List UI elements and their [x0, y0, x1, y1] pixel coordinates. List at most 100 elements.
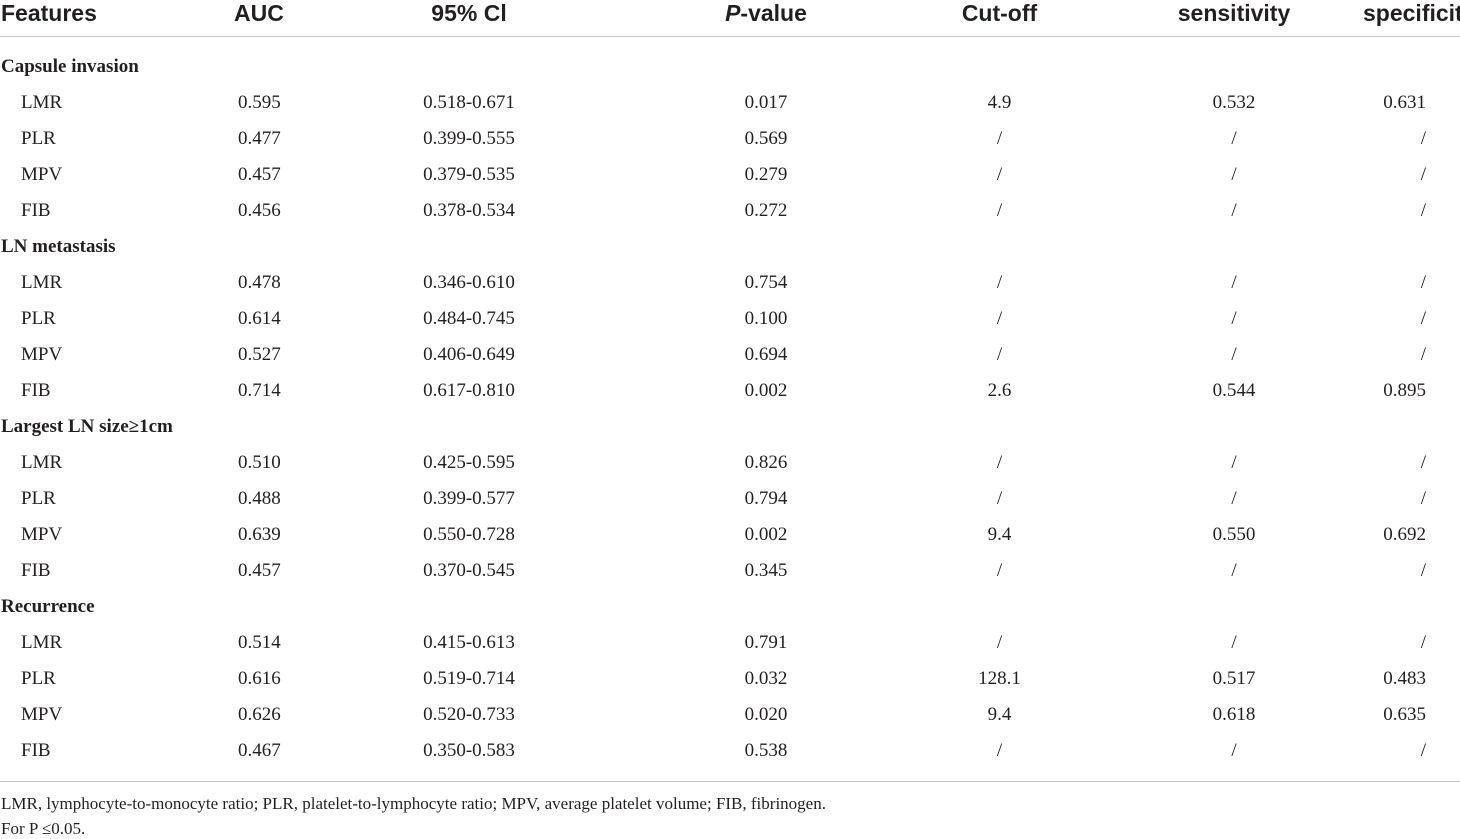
cell-sensitivity: /	[1231, 128, 1237, 149]
table-row: MPV 0.626 0.520-0.733 0.020 9.4 0.618 0.635	[0, 697, 1460, 733]
cell-feature: MPV 0.527	[0, 337, 300, 373]
cell-ci: 0.399-0.555	[423, 128, 515, 149]
cell-specificity: /	[1420, 344, 1426, 365]
cell-p-value: 0.826	[744, 452, 788, 473]
cell-auc: 0.457	[238, 560, 281, 581]
cell-feature: LMR 0.595	[0, 85, 300, 121]
cell-specificity: /	[1420, 308, 1426, 329]
cell-cutoff: /	[996, 560, 1003, 581]
header-p-suffix: -value	[740, 0, 807, 26]
cell-feature: PLR 0.488	[0, 481, 300, 517]
header-p-value: P-value	[638, 0, 894, 37]
cell-p-value: 0.538	[744, 740, 788, 761]
cell-feature-label: FIB	[21, 560, 51, 581]
cell-feature-label: PLR	[21, 668, 56, 689]
header-p-letter: P	[725, 0, 741, 26]
group-title: LN metastasis	[1, 236, 116, 257]
cell-sensitivity: /	[1231, 632, 1237, 653]
cell-auc: 0.639	[238, 524, 281, 545]
cell-p-value: 0.002	[744, 524, 788, 545]
cell-cutoff: /	[996, 128, 1003, 149]
cell-auc: 0.478	[238, 272, 281, 293]
cell-sensitivity: /	[1231, 308, 1237, 329]
table-row: PLR 0.477 0.399-0.555 0.569 / / /	[0, 121, 1460, 157]
cell-p-value: 0.794	[744, 488, 788, 509]
cell-auc: 0.527	[238, 344, 281, 365]
cell-feature-label: PLR	[21, 128, 56, 149]
cell-cutoff: /	[996, 272, 1003, 293]
cell-feature-label: LMR	[21, 92, 63, 113]
header-features-label: Features	[1, 0, 97, 26]
roc-results-table: Features AUC 95% Cl P-value Cut-off sensi…	[0, 0, 1460, 769]
cell-sensitivity: /	[1231, 488, 1237, 509]
cell-cutoff: /	[996, 452, 1003, 473]
cell-cutoff: 4.9	[987, 92, 1012, 113]
cell-specificity: /	[1420, 560, 1426, 581]
cell-ci: 0.370-0.545	[423, 560, 515, 581]
cell-feature-label: MPV	[21, 164, 63, 185]
cell-sensitivity: 0.618	[1212, 704, 1256, 725]
cell-cutoff: /	[996, 632, 1003, 653]
cell-specificity: 0.692	[1383, 524, 1426, 545]
cell-feature-label: LMR	[21, 272, 63, 293]
header-row: Features AUC 95% Cl P-value Cut-off sensi…	[0, 0, 1460, 37]
cell-ci: 0.550-0.728	[423, 524, 515, 545]
header-auc-label: AUC	[234, 0, 284, 26]
cell-p-value: 0.279	[744, 164, 788, 185]
cell-p-value: 0.017	[744, 92, 788, 113]
cell-sensitivity: /	[1231, 740, 1237, 761]
cell-ci: 0.379-0.535	[423, 164, 515, 185]
cell-feature-label: FIB	[21, 740, 51, 761]
cell-specificity: /	[1420, 740, 1426, 761]
cell-auc: 0.614	[238, 308, 281, 329]
group-title: Recurrence	[1, 596, 95, 617]
cell-feature: FIB 0.457	[0, 553, 300, 589]
table-row: PLR 0.616 0.519-0.714 0.032 128.1 0.517 0.483	[0, 661, 1460, 697]
cell-ci: 0.520-0.733	[423, 704, 515, 725]
cell-auc: 0.488	[238, 488, 281, 509]
table-row: LMR 0.514 0.415-0.613 0.791 / / /	[0, 625, 1460, 661]
table-row: MPV 0.527 0.406-0.649 0.694 / / /	[0, 337, 1460, 373]
cell-p-value: 0.569	[744, 128, 788, 149]
table-row: MPV 0.639 0.550-0.728 0.002 9.4 0.550 0.692	[0, 517, 1460, 553]
cell-p-value: 0.100	[744, 308, 788, 329]
cell-ci: 0.415-0.613	[423, 632, 515, 653]
table-row: PLR 0.488 0.399-0.577 0.794 / / /	[0, 481, 1460, 517]
cell-sensitivity: 0.550	[1212, 524, 1256, 545]
table-row: FIB 0.467 0.350-0.583 0.538 / / /	[0, 733, 1460, 769]
cell-feature-label: FIB	[21, 200, 51, 221]
cell-specificity: /	[1420, 164, 1426, 185]
table-row: FIB 0.714 0.617-0.810 0.002 2.6 0.544 0.895	[0, 373, 1460, 409]
cell-p-value: 0.345	[744, 560, 788, 581]
cell-specificity: 0.631	[1383, 92, 1426, 113]
roc-results-table-container: Features AUC 95% Cl P-value Cut-off sensi…	[0, 0, 1460, 769]
cell-auc: 0.457	[238, 164, 281, 185]
cell-specificity: 0.895	[1383, 380, 1426, 401]
cell-feature-label: LMR	[21, 632, 63, 653]
cell-cutoff: /	[996, 344, 1003, 365]
cell-cutoff: 9.4	[987, 704, 1012, 725]
header-cutoff: Cut-off	[894, 0, 1105, 37]
cell-sensitivity: /	[1231, 272, 1237, 293]
table-row: FIB 0.457 0.370-0.545 0.345 / / /	[0, 553, 1460, 589]
cell-specificity: /	[1420, 632, 1426, 653]
table-row: FIB 0.456 0.378-0.534 0.272 / / /	[0, 193, 1460, 229]
cell-specificity: /	[1420, 200, 1426, 221]
cell-feature-label: MPV	[21, 344, 63, 365]
cell-sensitivity: /	[1231, 200, 1237, 221]
table-row: LMR 0.510 0.425-0.595 0.826 / / /	[0, 445, 1460, 481]
header-ci: 95% Cl	[300, 0, 638, 37]
table-row: PLR 0.614 0.484-0.745 0.100 / / /	[0, 301, 1460, 337]
cell-cutoff: /	[996, 740, 1003, 761]
cell-p-value: 0.694	[744, 344, 788, 365]
cell-cutoff: /	[996, 488, 1003, 509]
cell-feature: LMR 0.478	[0, 265, 300, 301]
cell-feature: MPV 0.457	[0, 157, 300, 193]
cell-cutoff: 128.1	[978, 668, 1021, 689]
cell-feature: FIB 0.714	[0, 373, 300, 409]
header-specificity: specificity	[1363, 0, 1460, 37]
cell-ci: 0.350-0.583	[423, 740, 515, 761]
cell-feature-label: MPV	[21, 524, 63, 545]
cell-ci: 0.617-0.810	[423, 380, 515, 401]
cell-feature-label: MPV	[21, 704, 63, 725]
